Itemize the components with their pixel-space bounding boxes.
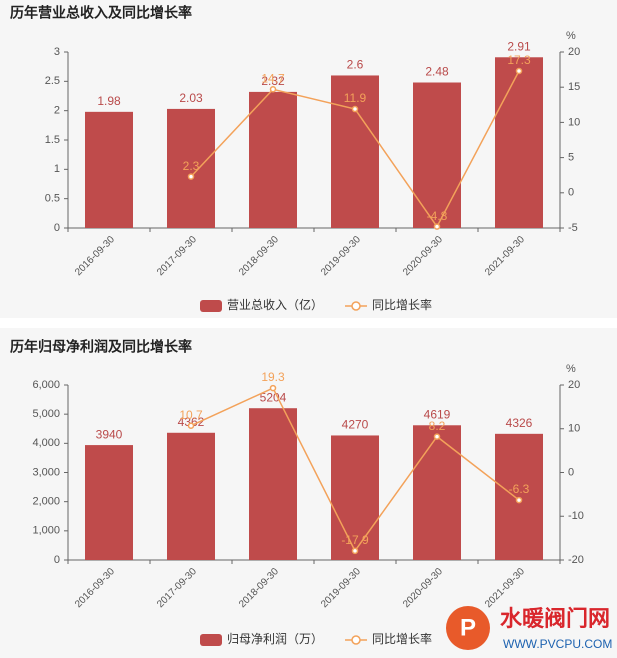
legend-label: 营业总收入（亿） (227, 297, 323, 312)
y-tick-label: 3 (54, 46, 60, 58)
point-label: -4.8 (427, 209, 448, 223)
legend-label: 归母净利润（万） (227, 632, 323, 646)
bar (413, 425, 461, 560)
point-label: 2.3 (183, 159, 200, 173)
point-label: 8.2 (429, 419, 446, 433)
y2-axis-label: % (566, 30, 576, 42)
legend-swatch (351, 301, 361, 311)
point-label: 11.9 (344, 91, 367, 105)
bar-label: 4362 (178, 415, 205, 429)
y-tick-label: 2.5 (45, 75, 60, 87)
bar-label: 1.98 (97, 94, 121, 108)
y-tick-label: 3,000 (32, 466, 60, 478)
point-label: -17.9 (341, 533, 369, 547)
bar-label: 2.48 (425, 65, 449, 79)
point (515, 67, 523, 75)
point-label: 19.3 (261, 370, 285, 384)
bar-label: 4619 (424, 407, 451, 421)
y-tick-label: 1 (54, 163, 60, 175)
bar-label: 2.91 (507, 39, 531, 53)
bar (413, 82, 461, 228)
bar-label: 2.6 (347, 58, 364, 72)
bar (495, 57, 543, 228)
point (433, 223, 441, 230)
y-tick-label: 2 (54, 105, 60, 117)
point (269, 384, 277, 392)
point (187, 173, 195, 180)
y2-tick-label: 0 (568, 187, 574, 199)
bar (167, 432, 215, 560)
legend-swatch (200, 634, 222, 646)
y2-tick-label: 10 (568, 116, 580, 128)
bar-label: 2.03 (179, 91, 203, 105)
bar (167, 108, 215, 228)
legend-swatch (200, 300, 222, 312)
point (269, 86, 277, 93)
bar-label: 4270 (342, 418, 369, 432)
y2-tick-label: -20 (568, 554, 584, 566)
y2-axis-label: % (566, 363, 576, 375)
y-tick-label: 0 (54, 222, 60, 234)
chart-title: 历年营业总收入及同比增长率 (10, 5, 192, 21)
point (515, 496, 523, 504)
y2-tick-label: 20 (568, 379, 580, 391)
bar (331, 75, 379, 228)
bar (85, 111, 133, 228)
logo (446, 606, 490, 650)
logo-letter: P (460, 614, 476, 641)
point (187, 422, 195, 429)
y2-tick-label: 20 (568, 46, 580, 58)
y-tick-label: 4,000 (32, 437, 60, 449)
watermark-name: 水暖阀门网 (500, 606, 610, 631)
y2-tick-label: 10 (568, 423, 580, 435)
watermark-url: WWW.PVCPU.COM (503, 637, 612, 651)
y-tick-label: 2,000 (32, 496, 60, 508)
chart-title: 历年归母净利润及同比增长率 (10, 339, 192, 355)
bar-label: 2.32 (261, 74, 285, 88)
legend-label: 同比增长率 (372, 297, 432, 312)
bar (249, 408, 297, 560)
bar (85, 445, 133, 560)
bar-label: 3940 (96, 427, 123, 441)
y2-tick-label: 15 (568, 81, 580, 93)
bar (331, 435, 379, 560)
point-label: -6.3 (509, 482, 530, 496)
watermark: P 水暖阀门网 WWW.PVCPU.COM (446, 606, 612, 651)
point-label: 10.7 (179, 408, 203, 422)
bar-label: 4326 (506, 416, 533, 430)
legend-label: 同比增长率 (372, 631, 432, 646)
y-tick-label: 1,000 (32, 525, 60, 537)
point (351, 547, 359, 555)
y2-tick-label: 0 (568, 466, 574, 478)
y-tick-label: 6,000 (32, 379, 60, 391)
legend-swatch (351, 635, 361, 645)
y-tick-label: 0.5 (45, 193, 60, 205)
y-tick-label: 1.5 (45, 134, 60, 146)
point-label: 17.3 (507, 53, 531, 67)
y2-tick-label: 5 (568, 152, 574, 164)
y-tick-label: 5,000 (32, 408, 60, 420)
y-tick-label: 0 (54, 554, 60, 566)
y2-tick-label: -10 (568, 510, 584, 522)
y2-tick-label: -5 (568, 222, 578, 234)
point (351, 105, 359, 113)
point-label: 14.7 (261, 71, 285, 85)
bar (249, 91, 297, 228)
point (433, 433, 441, 440)
